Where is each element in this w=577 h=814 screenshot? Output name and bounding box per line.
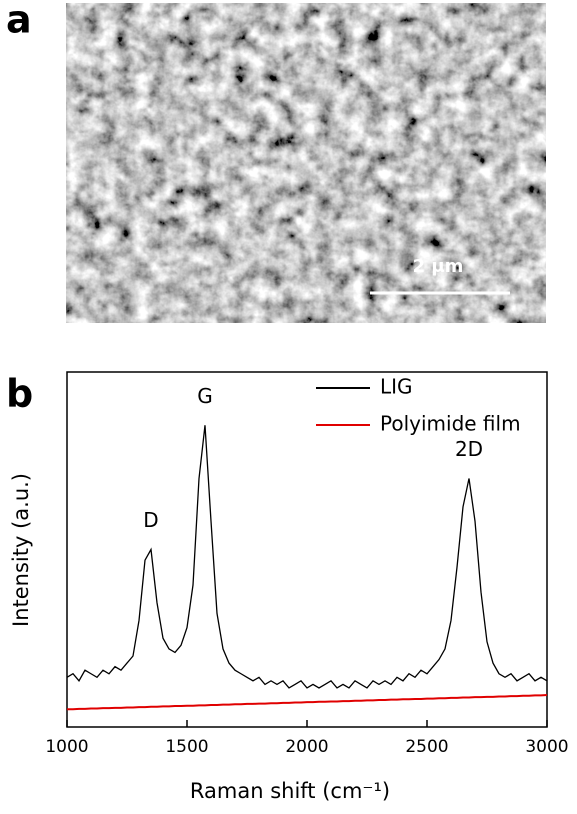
legend-label: Polyimide film [380,412,521,436]
legend-label: LIG [380,375,413,399]
x-tick-label: 3000 [525,737,568,757]
x-axis-label: Raman shift (cm⁻¹) [190,779,390,803]
x-tick-label: 2500 [405,737,448,757]
peak-label: G [197,384,213,408]
peak-label: 2D [455,437,483,461]
x-tick-label: 1000 [45,737,88,757]
panel-label: a [6,0,32,42]
y-axis-label: Intensity (a.u.) [9,473,33,627]
x-tick-label: 2000 [285,737,328,757]
sem-texture [66,3,546,323]
x-tick-label: 1500 [165,737,208,757]
panel-label: b [6,372,33,416]
line-series [66,425,548,689]
line-series [67,694,548,711]
scale-bar-label: 2 μm [413,256,464,277]
peak-label: D [143,508,158,532]
